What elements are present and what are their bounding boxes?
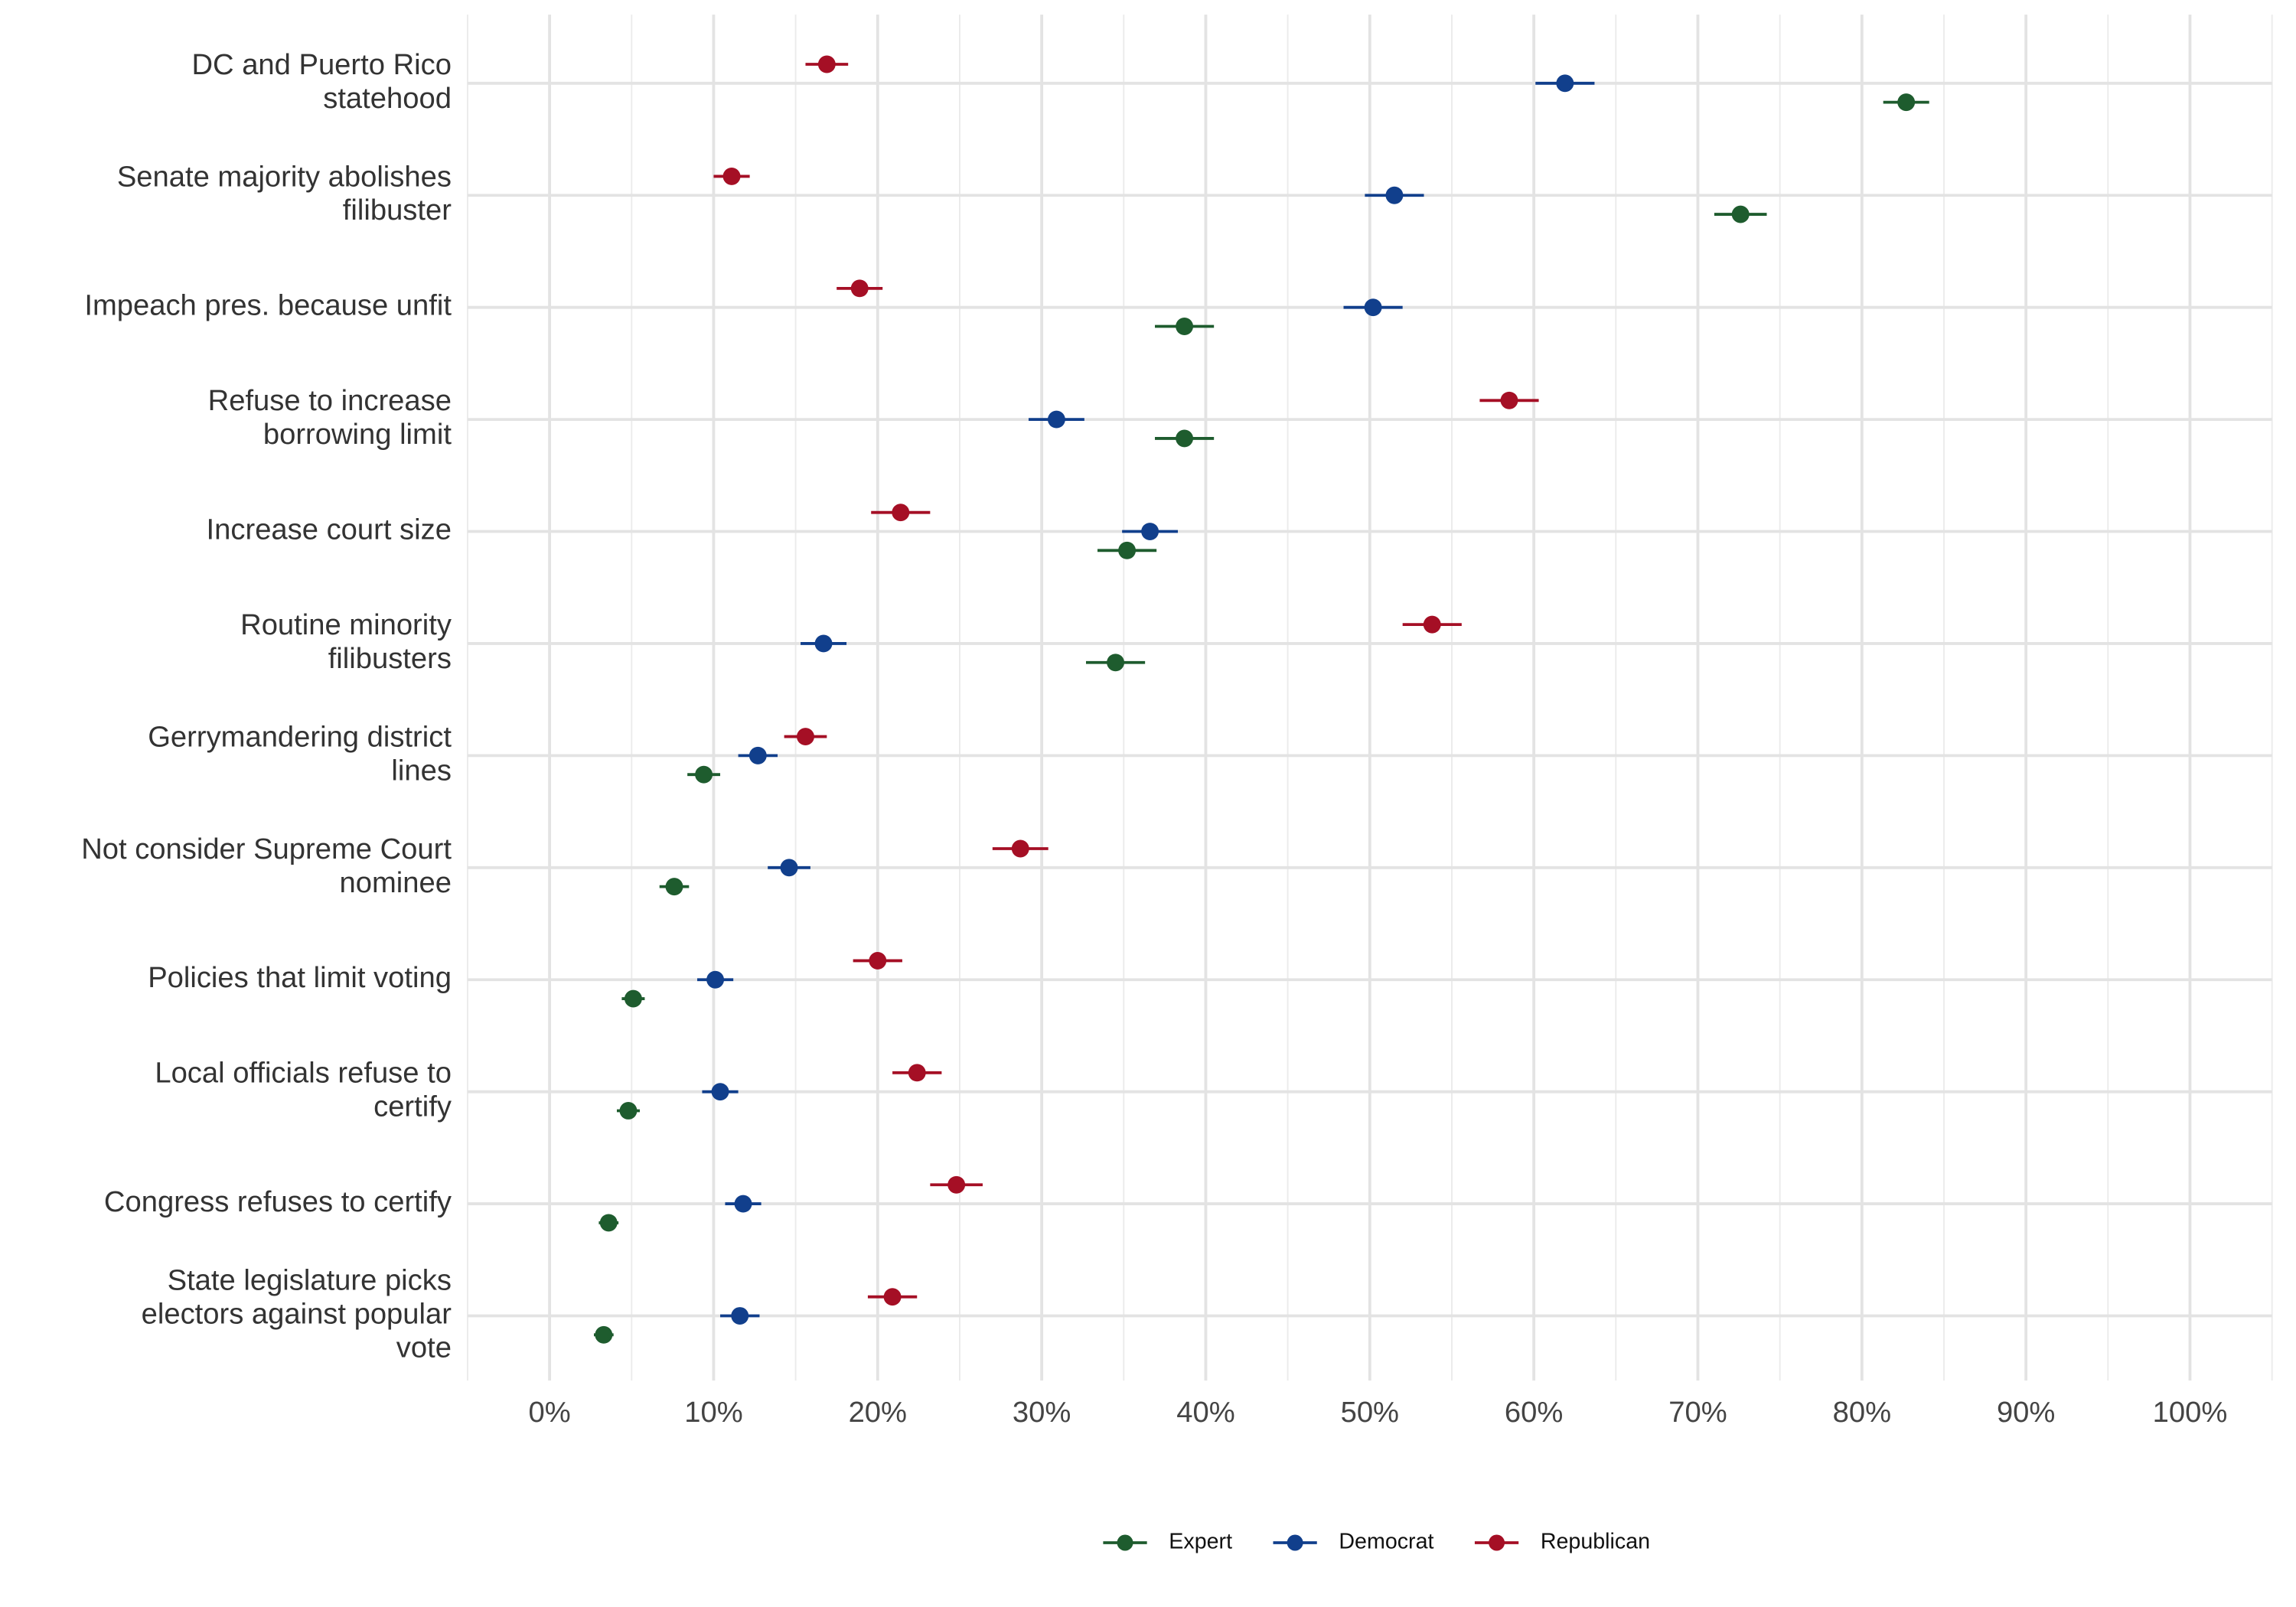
label-line: State legislature picks <box>168 1264 452 1297</box>
point <box>892 504 910 522</box>
point <box>1385 186 1404 204</box>
point <box>1364 298 1382 317</box>
point <box>1731 205 1750 223</box>
label-line: Increase court size <box>207 513 452 546</box>
point <box>883 1288 902 1306</box>
label-line: certify <box>373 1090 452 1123</box>
y-tick-label: Local officials refuse to certify <box>155 1057 452 1123</box>
x-tick-label: 0% <box>529 1396 571 1429</box>
x-tick-label: 80% <box>1833 1396 1891 1429</box>
legend-key-point <box>1489 1534 1505 1551</box>
point <box>1423 615 1441 634</box>
point <box>1176 429 1194 448</box>
label-line: borrowing limit <box>263 418 452 451</box>
label-line: statehood <box>323 82 452 115</box>
x-tick-label: 70% <box>1668 1396 1727 1429</box>
point <box>595 1325 613 1344</box>
label-line: Policies that limit voting <box>148 961 452 994</box>
label-line: Local officials refuse to <box>155 1057 452 1090</box>
point <box>711 1083 729 1101</box>
label-line: Refuse to increase <box>208 384 452 417</box>
point <box>1011 839 1029 858</box>
label-line: Senate majority abolishes <box>117 160 452 193</box>
point <box>624 989 642 1008</box>
label-line: DC and Puerto Rico <box>191 48 451 81</box>
label-line: Gerrymandering district <box>148 721 452 754</box>
point <box>797 728 814 746</box>
y-tick-label: State legislature picks electors against … <box>142 1264 452 1364</box>
point <box>748 746 767 764</box>
point <box>619 1102 638 1120</box>
point <box>599 1214 618 1232</box>
label-line: Congress refuses to certify <box>104 1185 452 1218</box>
x-tick-label: 60% <box>1505 1396 1563 1429</box>
x-tick-label: 40% <box>1176 1396 1234 1429</box>
y-tick-label: Increase court size <box>207 513 452 546</box>
label-line: Impeach pres. because unfit <box>84 289 452 322</box>
y-tick-label: Gerrymandering district lines <box>148 721 452 787</box>
point <box>850 279 869 298</box>
y-tick-label: Senate majority abolishes filibuster <box>117 160 452 227</box>
x-tick-label: 100% <box>2153 1396 2228 1429</box>
y-tick-label: Congress refuses to certify <box>104 1185 452 1218</box>
legend-label: Democrat <box>1339 1530 1433 1554</box>
label-line: Routine minority <box>240 608 452 641</box>
label-line: electors against popular <box>142 1298 452 1331</box>
label-line: vote <box>396 1332 452 1364</box>
point <box>722 167 741 185</box>
y-tick-label: Refuse to increase borrowing limit <box>208 384 452 451</box>
point <box>1176 318 1194 335</box>
y-tick-label: Routine minority filibusters <box>240 608 452 675</box>
x-tick-label: 30% <box>1013 1396 1071 1429</box>
point <box>869 951 887 970</box>
point <box>665 878 683 896</box>
x-tick-label: 20% <box>849 1396 907 1429</box>
point <box>908 1064 926 1082</box>
label-line: nominee <box>339 866 451 899</box>
x-tick-label: 90% <box>1997 1396 2055 1429</box>
point <box>734 1195 752 1213</box>
legend-label: Republican <box>1541 1530 1650 1554</box>
y-tick-label: Policies that limit voting <box>148 961 452 994</box>
point <box>1047 410 1065 429</box>
point <box>780 859 798 877</box>
y-tick-label: DC and Puerto Rico statehood <box>191 48 451 115</box>
point <box>695 765 713 784</box>
label-line: filibusters <box>328 642 452 675</box>
x-tick-label: 50% <box>1341 1396 1399 1429</box>
legend-label: Expert <box>1169 1530 1232 1554</box>
label-line: lines <box>391 754 452 787</box>
point <box>1897 93 1916 112</box>
point <box>706 970 725 989</box>
point <box>817 55 836 73</box>
point <box>1107 654 1125 672</box>
point <box>1141 523 1159 540</box>
point <box>731 1307 749 1325</box>
label-line: Not consider Supreme Court <box>81 833 452 865</box>
point <box>814 634 833 653</box>
legend-key-point <box>1117 1534 1133 1551</box>
point <box>1118 541 1137 559</box>
point <box>1556 74 1574 93</box>
x-tick-label: 10% <box>684 1396 742 1429</box>
legend-key-point <box>1287 1534 1303 1551</box>
point <box>947 1175 966 1194</box>
point <box>1500 391 1518 409</box>
y-tick-label: Impeach pres. because unfit <box>84 289 452 322</box>
label-line: filibuster <box>343 194 452 227</box>
y-tick-label: Not consider Supreme Court nominee <box>81 833 452 899</box>
